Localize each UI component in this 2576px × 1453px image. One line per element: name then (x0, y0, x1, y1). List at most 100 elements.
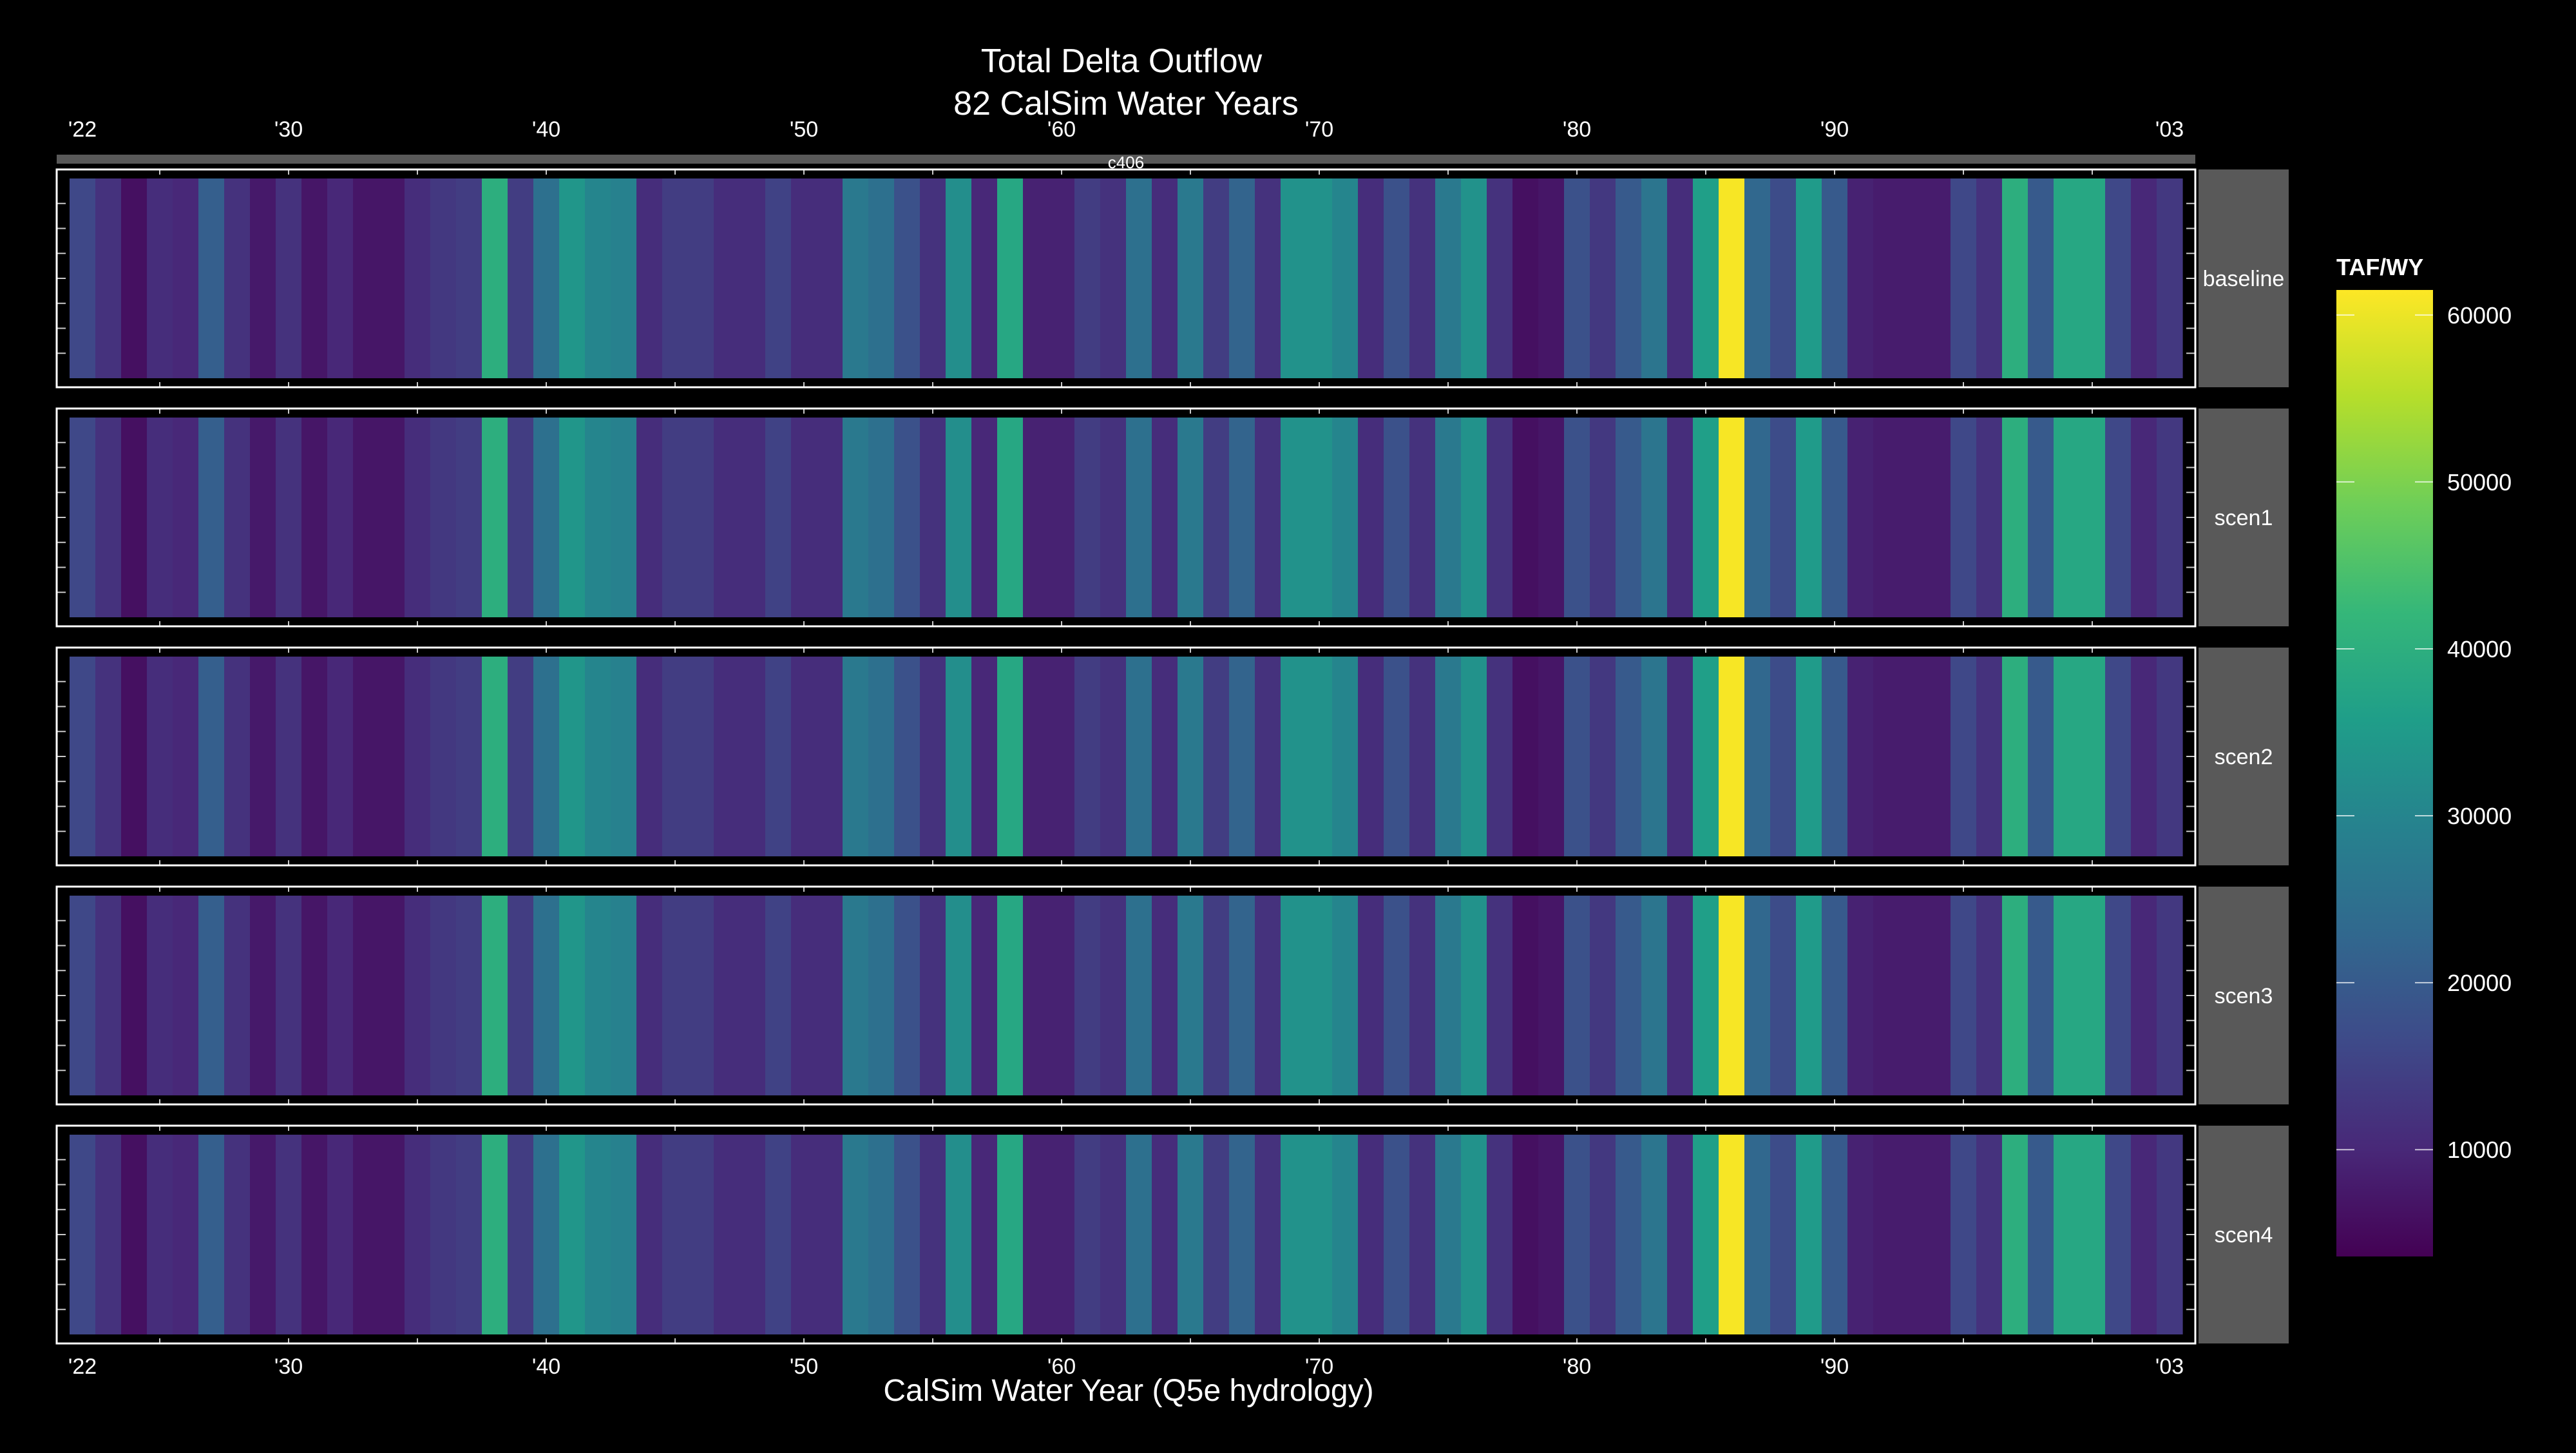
heatmap-cell (843, 1135, 869, 1334)
heatmap-cell (1126, 1135, 1152, 1334)
heatmap-cell (147, 178, 173, 378)
facet-label-scen2: scen2 (2215, 745, 2273, 769)
heatmap-cell (276, 1135, 302, 1334)
heatmap-cell (1512, 178, 1539, 378)
heatmap-cell (1796, 1135, 1822, 1334)
heatmap-cell (353, 657, 379, 856)
heatmap-cell (1873, 657, 1900, 856)
heatmap-cell (1667, 418, 1693, 617)
heatmap-cell (997, 896, 1024, 1095)
heatmap-cell (1976, 896, 2003, 1095)
heatmap-cell (1538, 178, 1565, 378)
x-tick-label-bottom: '90 (1820, 1354, 1849, 1379)
heatmap-cell (1873, 178, 1900, 378)
heatmap-cell (2079, 657, 2106, 856)
heatmap-cell (301, 418, 328, 617)
heatmap-cell (585, 418, 611, 617)
heatmap-cell (2054, 418, 2080, 617)
heatmap-cell (559, 178, 586, 378)
heatmap-cell (1976, 657, 2003, 856)
heatmap-cell (1667, 896, 1693, 1095)
heatmap-cell (1358, 418, 1384, 617)
heatmap-cell (2105, 1135, 2132, 1334)
heatmap-cell (327, 178, 354, 378)
heatmap-cell (2002, 1135, 2028, 1334)
chart-subtitle: 82 CalSim Water Years (953, 85, 1299, 122)
heatmap-cell (147, 1135, 173, 1334)
heatmap-cell (1074, 896, 1101, 1095)
legend-colorbar (2336, 290, 2433, 1256)
heatmap-cell (688, 418, 714, 617)
x-tick-label-bottom: '22 (68, 1354, 97, 1379)
heatmap-cell (379, 178, 405, 378)
heatmap-cell (2028, 418, 2054, 617)
heatmap-cell (1306, 896, 1333, 1095)
heatmap-cell (1049, 418, 1075, 617)
heatmap-cell (2054, 178, 2080, 378)
heatmap-cell (1049, 896, 1075, 1095)
heatmap-cell (405, 896, 431, 1095)
x-tick-label-top: '30 (274, 117, 303, 142)
x-tick-label-top: '40 (532, 117, 560, 142)
heatmap-cell (533, 657, 560, 856)
heatmap-cell (1435, 896, 1462, 1095)
heatmap-cell (1538, 418, 1565, 617)
heatmap-cell (1873, 418, 1900, 617)
heatmap-cell (198, 178, 225, 378)
heatmap-cell (1023, 418, 1049, 617)
heatmap-cell (482, 657, 508, 856)
heatmap-cell (1487, 418, 1513, 617)
heatmap-cell (1203, 657, 1230, 856)
heatmap-cell (817, 896, 843, 1095)
heatmap-cell (379, 657, 405, 856)
legend-tick-label: 40000 (2447, 636, 2512, 662)
heatmap-cell (198, 896, 225, 1095)
heatmap-cell (1719, 657, 1745, 856)
heatmap-cell (714, 657, 740, 856)
heatmap-cell (456, 1135, 482, 1334)
heatmap-cell (405, 657, 431, 856)
heatmap-cell (1693, 657, 1719, 856)
heatmap-cell (1229, 418, 1255, 617)
heatmap-cell (430, 657, 457, 856)
legend-ticks: 10000 20000 30000 40000 50000 60000 (2336, 302, 2512, 1163)
heatmap-cell (2157, 657, 2183, 856)
heatmap-cell (430, 178, 457, 378)
heatmap-cell (1281, 896, 1307, 1095)
heatmap-cell (353, 178, 379, 378)
heatmap-cell (2157, 1135, 2183, 1334)
heatmap-cell (946, 1135, 972, 1334)
heatmap-cell (1074, 178, 1101, 378)
facet-strip (2199, 409, 2289, 626)
heatmap-cell (379, 896, 405, 1095)
heatmap-cell (1719, 418, 1745, 617)
legend-tick-label: 50000 (2447, 469, 2512, 496)
heatmap-cell (327, 1135, 354, 1334)
heatmap-cell (1847, 418, 1874, 617)
heatmap-cell (276, 896, 302, 1095)
heatmap-cell (1951, 1135, 1977, 1334)
heatmap-cell (1847, 896, 1874, 1095)
color-legend: TAF/WY 10000 20000 30000 40000 50000 60000 (2336, 254, 2512, 1256)
heatmap-cell (559, 418, 586, 617)
heatmap-cell (121, 418, 148, 617)
heatmap-cell (1358, 178, 1384, 378)
heatmap-cell (1667, 657, 1693, 856)
heatmap-cell (1822, 418, 1848, 617)
heatmap-cell (765, 1135, 792, 1334)
heatmap-cell (250, 418, 276, 617)
heatmap-cell (791, 896, 817, 1095)
heatmap-cell (301, 896, 328, 1095)
heatmap-cell (1976, 1135, 2003, 1334)
heatmap-cell (1281, 178, 1307, 378)
heatmap-cell (1358, 896, 1384, 1095)
heatmap-cell (1332, 896, 1359, 1095)
facet-label-baseline: baseline (2203, 267, 2285, 291)
heatmap-cell (1487, 1135, 1513, 1334)
heatmap-cell (1693, 1135, 1719, 1334)
facet-panel-scen2: scen2 (55, 646, 2289, 867)
heatmap-cell (714, 418, 740, 617)
heatmap-cell (971, 1135, 998, 1334)
heatmap-cell (1487, 657, 1513, 856)
